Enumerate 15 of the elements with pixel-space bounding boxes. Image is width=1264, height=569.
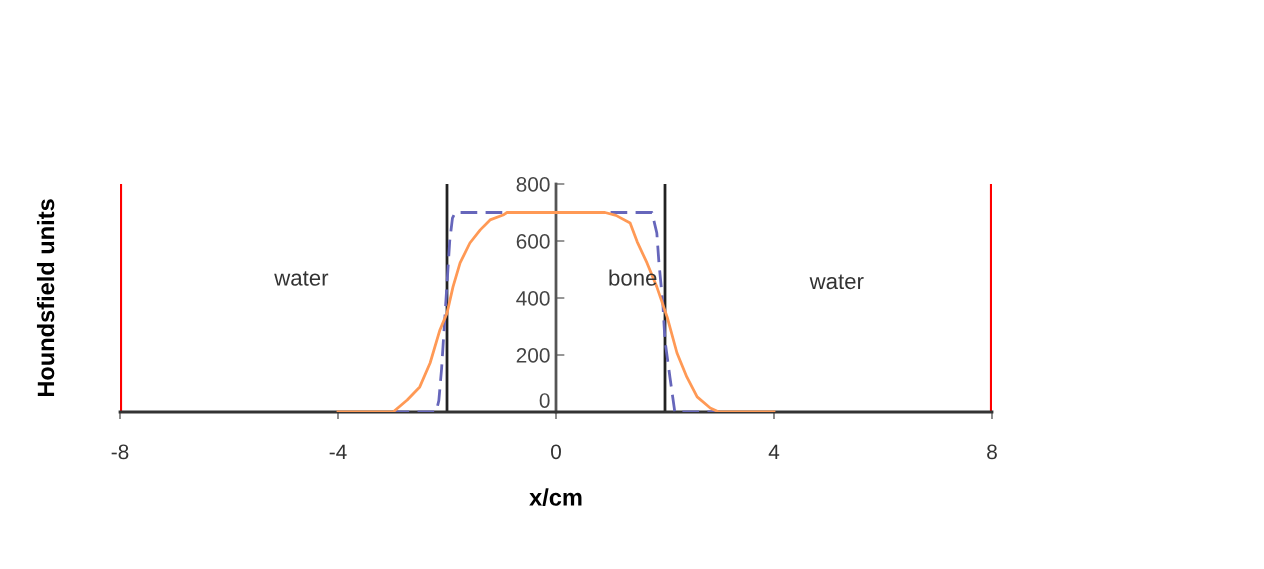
x-tick-label: 0 bbox=[551, 444, 561, 460]
x-axis-title: x/cm bbox=[529, 488, 582, 506]
annotation: water bbox=[274, 271, 329, 286]
y-tick-label: 0 bbox=[539, 393, 550, 408]
y-axis-title: Houndsfield units bbox=[36, 199, 55, 397]
x-tick-label: 4 bbox=[768, 444, 780, 460]
x-tick-label: -8 bbox=[111, 444, 129, 460]
line-series bbox=[336, 211, 776, 412]
y-tick-label: 400 bbox=[516, 291, 550, 306]
annotation: water bbox=[809, 274, 864, 290]
y-tick-label: 200 bbox=[516, 348, 550, 363]
x-tick-label: -4 bbox=[329, 444, 347, 460]
y-tick-label: 600 bbox=[516, 234, 550, 249]
x-tick-label: 8 bbox=[987, 444, 997, 460]
y-tick-label: 800 bbox=[516, 177, 550, 192]
